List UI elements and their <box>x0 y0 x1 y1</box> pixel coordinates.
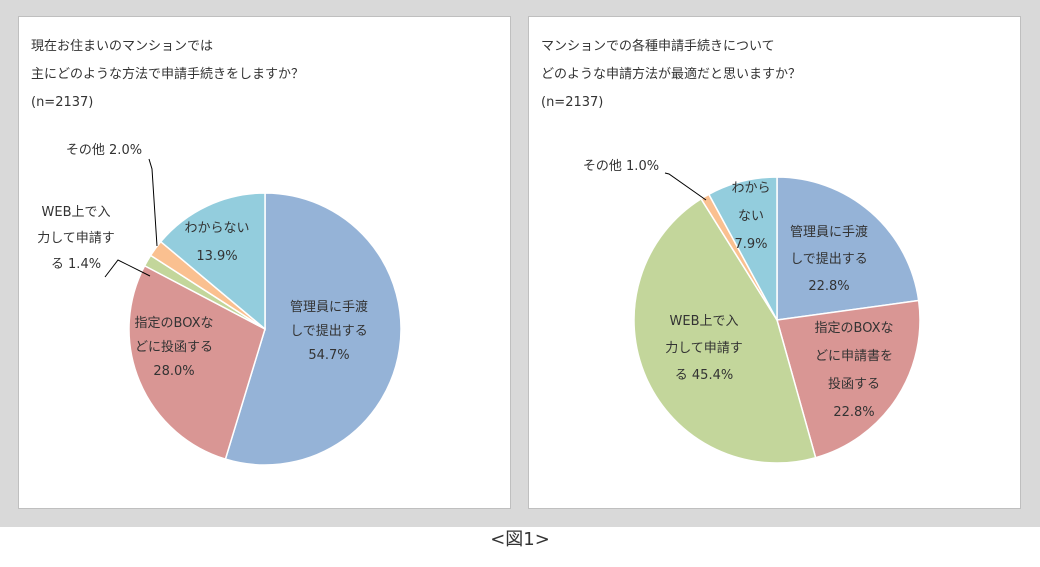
pie-slice <box>224 192 402 466</box>
slice-data-label: 管理員に手渡 <box>290 299 368 315</box>
slice-data-label: どに投函する <box>135 339 213 355</box>
slice-data-label: 54.7% <box>308 348 349 363</box>
figure-background: 現在お住まいのマンションでは 主にどのような方法で申請手続きをしますか？ (n=… <box>0 0 1040 527</box>
chart-title-line: どのような申請方法が最適だと思いますか？ <box>541 67 802 82</box>
slice-data-label: 22.8% <box>833 405 874 420</box>
slice-data-label: 指定のBOXな <box>135 316 214 331</box>
slice-data-label: 7.9% <box>734 237 767 252</box>
slice-data-label: 力して申請す <box>37 231 115 246</box>
chart-sample-size: (n=2137) <box>541 95 604 110</box>
slice-data-label: その他 2.0% <box>66 143 142 158</box>
figure-caption: <図1> <box>490 529 550 550</box>
slice-data-label: 22.8% <box>808 279 849 294</box>
slice-data-label: わからない <box>184 221 249 236</box>
chart-panel-current-method: 現在お住まいのマンションでは 主にどのような方法で申請手続きをしますか？ (n=… <box>18 16 511 509</box>
chart-title-line: 主にどのような方法で申請手続きをしますか？ <box>31 67 305 82</box>
pie-slice <box>128 264 266 461</box>
slice-data-label: WEB上で入 <box>42 205 111 220</box>
leader-line <box>148 158 158 247</box>
slice-data-label: 13.9% <box>196 249 237 264</box>
slice-data-label: どに申請書を <box>815 349 893 364</box>
chart-panel-preferred-method: マンションでの各種申請手続きについて どのような申請方法が最適だと思いますか？ … <box>528 16 1021 509</box>
leader-line <box>664 172 707 201</box>
pie-slice <box>159 192 266 331</box>
slice-data-label: る 45.4% <box>675 368 733 383</box>
slice-data-label: ない <box>738 209 764 224</box>
slice-data-label: その他 1.0% <box>583 159 659 174</box>
leader-line <box>104 259 151 278</box>
chart-title: 現在お住まいのマンションでは 主にどのような方法で申請手続きをしますか？ (n=… <box>31 33 304 117</box>
chart-title-line: 現在お住まいのマンションでは <box>31 39 214 54</box>
chart-title: マンションでの各種申請手続きについて どのような申請方法が最適だと思いますか？ … <box>541 33 801 117</box>
slice-data-label: わから <box>731 181 770 196</box>
pie-slice <box>633 197 817 464</box>
slice-data-label: しで提出する <box>790 251 868 267</box>
slice-data-label: WEB上で入 <box>670 314 739 329</box>
slice-data-label: 指定のBOXな <box>815 321 894 336</box>
slice-data-label: 管理員に手渡 <box>790 224 868 240</box>
pie-slice <box>776 299 921 459</box>
chart-sample-size: (n=2137) <box>31 95 94 110</box>
chart-title-line: マンションでの各種申請手続きについて <box>541 39 775 54</box>
pie-slice <box>707 176 778 321</box>
slice-data-label: 投函する <box>828 376 880 392</box>
slice-data-label: 力して申請す <box>665 341 743 356</box>
slice-data-label: る 1.4% <box>51 257 101 272</box>
pie-slice <box>776 176 920 321</box>
slice-data-label: 28.0% <box>153 364 194 379</box>
slice-data-label: しで提出する <box>290 323 368 339</box>
